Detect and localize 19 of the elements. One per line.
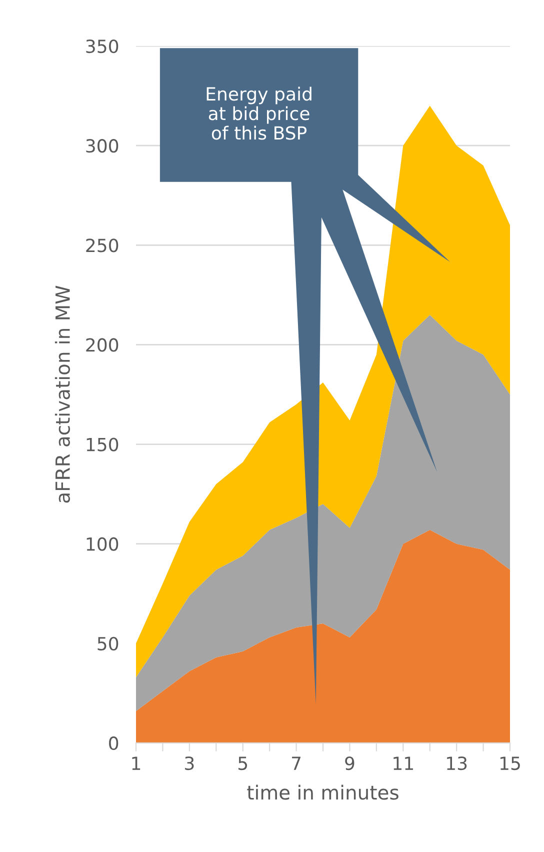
y-tick-label: 0 (109, 736, 118, 750)
x-tick-label: 7 (292, 756, 300, 770)
y-tick-label: 250 (86, 238, 118, 252)
x-tick-label: 3 (185, 756, 194, 770)
annotation: Energy paid at bid price of this BSP (206, 86, 312, 140)
x-tick-label: 1 (132, 756, 140, 770)
y-tick-label: 100 (86, 537, 118, 551)
y-axis-title: aFRR activation in MW (54, 286, 70, 503)
x-tick-label: 13 (447, 756, 467, 770)
y-tick-label: 200 (86, 338, 118, 352)
y-tick-label: 50 (98, 636, 118, 650)
y-tick-label: 350 (86, 39, 118, 54)
x-tick-label: 11 (394, 756, 413, 770)
y-tick-label: 150 (86, 438, 118, 452)
x-tick-label: 5 (238, 756, 248, 770)
x-tick-label: 15 (500, 756, 520, 770)
x-axis-title: time in minutes (247, 784, 398, 800)
x-tick-label: 9 (345, 756, 354, 770)
y-tick-label: 300 (86, 139, 118, 153)
